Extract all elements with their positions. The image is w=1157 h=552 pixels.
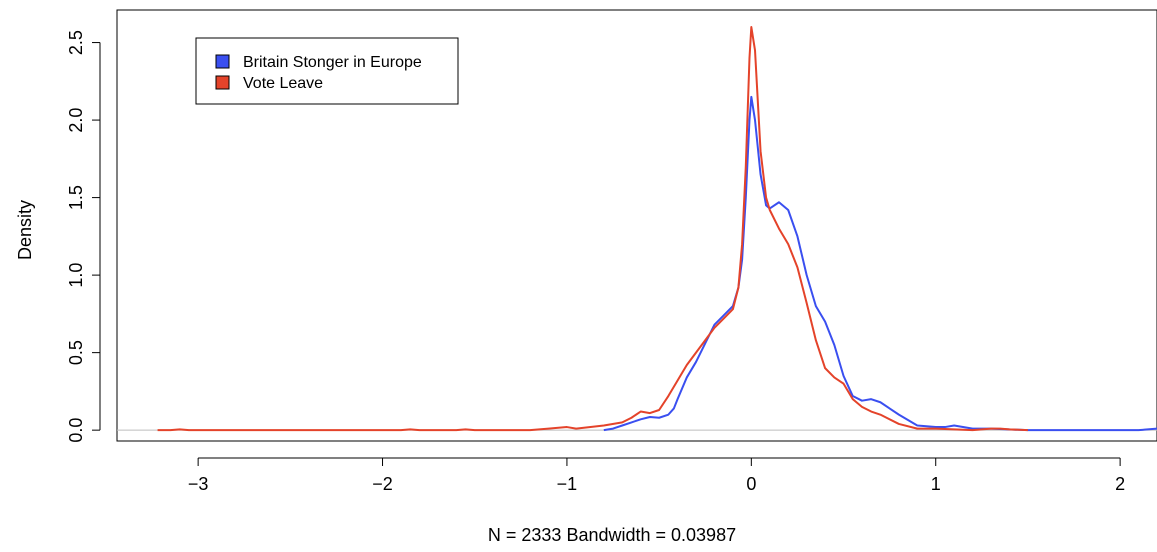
y-ticks: 0.0 0.5 1.0 1.5 2.0 2.5 [66, 30, 100, 443]
y-tick-label: 2.0 [66, 108, 86, 133]
x-tick-label: −2 [372, 474, 393, 494]
legend-box [195, 37, 459, 105]
y-tick-label: 1.0 [66, 263, 86, 288]
legend: Britain Stonger in Europe Vote Leave [195, 37, 459, 105]
x-tick-label: −1 [557, 474, 578, 494]
series-line-0 [603, 95, 1157, 432]
plot-frame [116, 9, 1157, 442]
legend-swatch-vote-leave [215, 75, 230, 90]
x-ticks: −3 −2 −1 0 1 2 [188, 458, 1125, 494]
plot-area [116, 9, 1157, 442]
y-tick-label: 1.5 [66, 185, 86, 210]
legend-label-britain-stronger-in-europe: Britain Stonger in Europe [243, 54, 422, 71]
x-tick-label: 2 [1115, 474, 1125, 494]
x-tick-label: −3 [188, 474, 209, 494]
y-axis-label: Density [15, 200, 35, 260]
series-line-1 [157, 26, 1028, 432]
x-axis-label: N = 2333 Bandwidth = 0.03987 [488, 525, 736, 545]
legend-label-vote-leave: Vote Leave [243, 75, 323, 92]
series-layer [157, 26, 1157, 432]
y-tick-label: 2.5 [66, 30, 86, 55]
x-tick-label: 1 [931, 474, 941, 494]
legend-swatch-britain-stronger-in-europe [215, 54, 230, 69]
y-axis: 0.0 0.5 1.0 1.5 2.0 2.5 [66, 30, 101, 443]
x-tick-label: 0 [746, 474, 756, 494]
y-tick-label: 0.0 [66, 418, 86, 443]
x-axis: −3 −2 −1 0 1 2 [188, 457, 1125, 494]
y-tick-label: 0.5 [66, 340, 86, 365]
